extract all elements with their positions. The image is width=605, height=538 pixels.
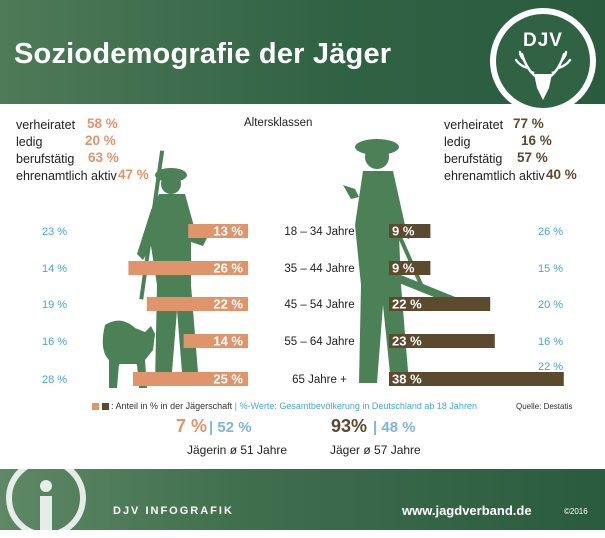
- female-stat-value: 47 %: [118, 167, 149, 182]
- male-stat-label: berufstätig: [444, 152, 503, 166]
- age-class-label: 18 – 34 Jahre: [284, 226, 354, 238]
- legend-share-text: : Anteil in % in der Jägerschaft: [111, 401, 233, 411]
- male-stat-value: 40 %: [546, 167, 577, 182]
- female-bar-label: 25 %: [213, 372, 243, 387]
- footer-copyright: ©2016: [564, 507, 588, 516]
- male-bar-label: 22 %: [392, 297, 422, 312]
- male-population-share: | 48 %: [373, 419, 416, 436]
- female-population-value: 19 %: [42, 299, 67, 311]
- female-bar: [128, 261, 248, 275]
- female-population-value: 23 %: [42, 226, 67, 238]
- female-bar-label: 22 %: [213, 297, 243, 312]
- info-glyph-icon: [40, 480, 52, 530]
- male-bar-label: 9 %: [392, 261, 415, 276]
- female-bar-label: 26 %: [213, 261, 243, 276]
- male-average-age: Jäger ø 57 Jahre: [330, 443, 421, 457]
- male-bar: [389, 297, 491, 311]
- age-class-label: 45 – 54 Jahre: [284, 299, 354, 311]
- female-stat-label: berufstätig: [16, 152, 75, 166]
- male-stat-value: 16 %: [521, 133, 552, 148]
- male-bar-label: 38 %: [392, 372, 422, 387]
- female-bar: [133, 372, 248, 386]
- male-stat-label: ledig: [444, 135, 471, 149]
- male-stat-value: 57 %: [517, 150, 548, 165]
- male-population-value: 16 %: [538, 336, 563, 348]
- female-bar-label: 14 %: [213, 334, 243, 349]
- age-class-label: 65 Jahre +: [292, 374, 347, 386]
- male-population-value: 15 %: [538, 263, 563, 275]
- male-bar-label: 9 %: [392, 224, 415, 239]
- female-population-value: 14 %: [42, 263, 67, 275]
- male-stat-label: ehrenamtlich aktiv: [444, 169, 545, 183]
- female-bar: [188, 224, 248, 238]
- male-bar: [389, 334, 495, 348]
- chart-title: Altersklassen: [244, 117, 313, 129]
- male-population-value: 26 %: [538, 226, 563, 238]
- female-average-age: Jägerin ø 51 Jahre: [187, 443, 288, 457]
- male-bar-label: 23 %: [392, 334, 422, 349]
- male-legend-swatch: [101, 403, 109, 410]
- female-population-share: | 52 %: [209, 419, 252, 436]
- male-population-value: 20 %: [538, 299, 563, 311]
- summary-separator: |: [209, 419, 214, 436]
- age-class-chart: 13 % 9 % 18 – 34 Jahre 23 % 26 % 26 % 9 % 35 – …: [42, 224, 564, 387]
- female-stat-value: 58 %: [87, 116, 118, 131]
- male-stat-value: 77 %: [513, 116, 544, 131]
- female-bar: [183, 334, 248, 348]
- footer-url-link[interactable]: www.jagdverband.de: [402, 503, 532, 518]
- male-population-value: 48 %: [381, 419, 416, 436]
- stag-head-icon: [514, 50, 572, 100]
- logo-text: DJV: [523, 30, 563, 51]
- female-population-value: 52 %: [217, 419, 252, 436]
- legend-population-text: %-Werte: Gesamtbevölkerung in Deutschlan…: [239, 401, 477, 411]
- female-stat-label: ehrenamtlich aktiv: [16, 169, 117, 183]
- legend-separator: |: [234, 401, 237, 411]
- female-population-value: 16 %: [42, 336, 67, 348]
- female-share: 7 %: [176, 416, 208, 436]
- male-share: 93%: [331, 416, 368, 436]
- age-class-label: 55 – 64 Jahre: [284, 336, 354, 348]
- female-bar-label: 13 %: [213, 224, 243, 239]
- female-stat-value: 63 %: [88, 150, 119, 165]
- female-stat-label: ledig: [16, 135, 43, 149]
- male-bar: [389, 372, 564, 386]
- footer-label: DJV INFOGRAFIK: [113, 505, 234, 517]
- male-bar: [389, 261, 431, 275]
- page-title: Soziodemografie der Jäger: [14, 38, 392, 70]
- chart-legend: : Anteil in % in der Jägerschaft | %-Wer…: [92, 401, 477, 411]
- female-population-value: 28 %: [42, 374, 67, 386]
- summary-separator: |: [373, 419, 378, 436]
- male-bar: [389, 224, 431, 238]
- male-stat-label: verheiratet: [444, 118, 504, 132]
- female-legend-swatch: [92, 403, 99, 410]
- female-bar: [146, 297, 248, 311]
- female-stat-label: verheiratet: [16, 118, 76, 132]
- footer-bar: [0, 469, 605, 530]
- age-class-label: 35 – 44 Jahre: [284, 263, 354, 275]
- male-population-value: 22 %: [538, 361, 563, 373]
- source-note: Quelle: Destatis: [516, 402, 573, 411]
- female-stat-value: 20 %: [85, 133, 116, 148]
